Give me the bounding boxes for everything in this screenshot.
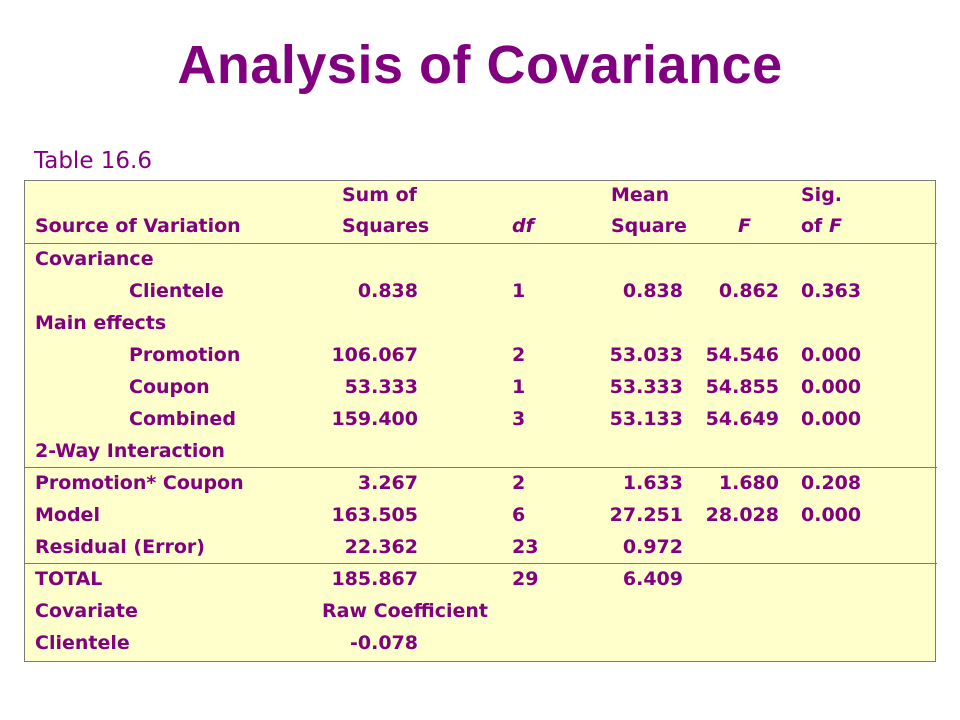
header-square: Square: [611, 215, 687, 237]
row-ms: 0.972: [622, 536, 683, 558]
row-ss: 3.267: [357, 472, 418, 494]
covariate-name: Clientele: [35, 632, 130, 654]
row-f: 54.855: [705, 376, 779, 398]
row-ss: 106.067: [331, 344, 418, 366]
section-covariance: Covariance: [25, 245, 937, 275]
row-ms: 0.838: [622, 280, 683, 302]
row-ss: 0.838: [357, 280, 418, 302]
header-f: F: [738, 215, 751, 237]
row-ms: 6.409: [622, 568, 683, 590]
section-interaction: 2-Way Interaction: [25, 437, 937, 467]
section-label: Covariance: [35, 248, 154, 270]
header-squares: Squares: [342, 215, 430, 237]
table-row: Clientele 0.838 1 0.838 0.862 0.363: [25, 277, 937, 307]
row-source: Model: [35, 504, 100, 526]
covariate-row: Clientele -0.078: [25, 629, 937, 659]
row-ms: 53.333: [609, 376, 683, 398]
row-df: 2: [512, 344, 526, 366]
table-caption: Table 16.6: [34, 148, 152, 174]
header-mean: Mean: [611, 184, 670, 206]
row-df: 23: [512, 536, 539, 558]
header-of-f-text: F: [828, 215, 842, 237]
table-row: Coupon 53.333 1 53.333 54.855 0.000: [25, 373, 937, 403]
row-ms: 53.033: [609, 344, 683, 366]
row-ms: 53.133: [609, 408, 683, 430]
row-ss: 53.333: [344, 376, 418, 398]
header-df: df: [512, 215, 534, 237]
row-ms: 27.251: [609, 504, 683, 526]
section-main-effects: Main effects: [25, 309, 937, 339]
row-source: Residual (Error): [35, 536, 205, 558]
row-df: 1: [512, 376, 526, 398]
slide-title: Analysis of Covariance: [177, 35, 783, 95]
row-sig: 0.000: [801, 408, 862, 430]
row-ss: 185.867: [331, 568, 418, 590]
table-row: TOTAL 185.867 29 6.409: [25, 565, 937, 595]
header-sum-of: Sum of: [342, 184, 417, 206]
row-df: 1: [512, 280, 526, 302]
row-ss: 22.362: [344, 536, 418, 558]
row-source: Promotion* Coupon: [35, 472, 244, 494]
table-row: Combined 159.400 3 53.133 54.649 0.000: [25, 405, 937, 435]
row-f: 0.862: [718, 280, 779, 302]
raw-coefficient-header: Raw Coefficient: [322, 600, 488, 622]
table-row: Promotion* Coupon 3.267 2 1.633 1.680 0.…: [25, 469, 937, 499]
row-source: Clientele: [129, 280, 224, 302]
header-of-f: of F: [801, 215, 842, 237]
header-row-2: Source of Variation Squares df Square F …: [25, 212, 937, 242]
covariate-label: Covariate: [35, 600, 138, 622]
table-row: Promotion 106.067 2 53.033 54.546 0.000: [25, 341, 937, 371]
interaction-rule: [25, 467, 937, 468]
row-ms: 1.633: [622, 472, 683, 494]
row-df: 3: [512, 408, 526, 430]
row-source: TOTAL: [35, 568, 103, 590]
section-label: 2-Way Interaction: [35, 440, 225, 462]
covariate-value: -0.078: [350, 632, 418, 654]
row-sig: 0.000: [801, 376, 862, 398]
total-rule: [25, 563, 937, 564]
table-row: Model 163.505 6 27.251 28.028 0.000: [25, 501, 937, 531]
row-sig: 0.208: [801, 472, 862, 494]
header-row-1: Sum of Mean Sig.: [25, 181, 937, 211]
row-df: 6: [512, 504, 526, 526]
row-f: 54.649: [705, 408, 779, 430]
section-label: Main effects: [35, 312, 167, 334]
row-source: Combined: [129, 408, 236, 430]
table-row: Residual (Error) 22.362 23 0.972: [25, 533, 937, 563]
row-source: Promotion: [129, 344, 241, 366]
anova-table: Sum of Mean Sig. Source of Variation Squ…: [24, 180, 937, 662]
row-ss: 163.505: [331, 504, 418, 526]
row-df: 2: [512, 472, 526, 494]
row-f: 54.546: [705, 344, 779, 366]
header-sig: Sig.: [801, 184, 843, 206]
row-sig: 0.000: [801, 504, 862, 526]
covariate-header-row: Covariate Raw Coefficient: [25, 597, 937, 627]
header-source: Source of Variation: [35, 215, 241, 237]
row-f: 28.028: [705, 504, 779, 526]
header-of-text: of: [801, 215, 829, 237]
row-source: Coupon: [129, 376, 210, 398]
row-sig: 0.363: [801, 280, 862, 302]
row-f: 1.680: [718, 472, 779, 494]
row-ss: 159.400: [331, 408, 418, 430]
row-sig: 0.000: [801, 344, 862, 366]
row-df: 29: [512, 568, 539, 590]
header-rule: [25, 243, 937, 244]
